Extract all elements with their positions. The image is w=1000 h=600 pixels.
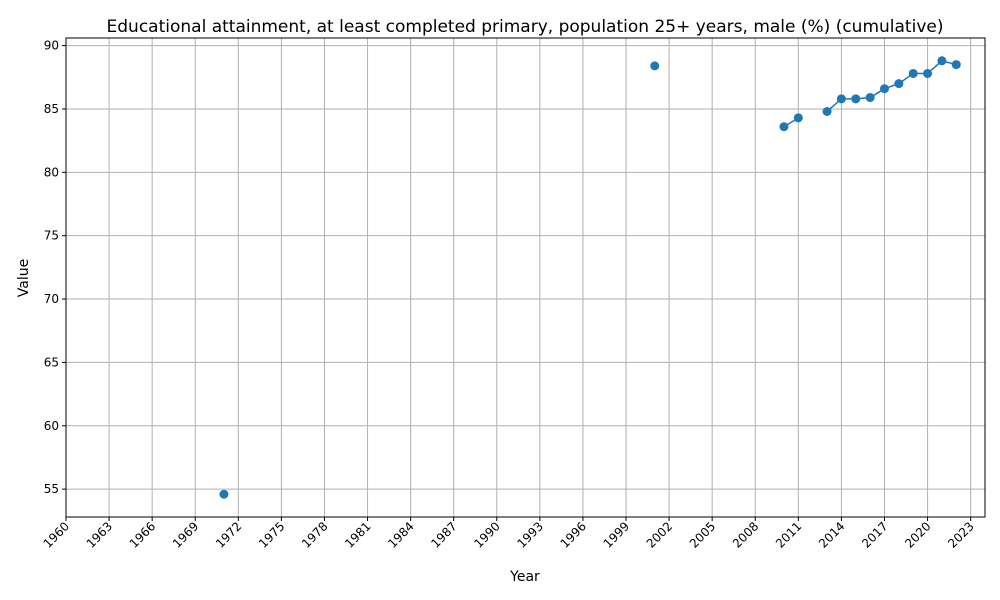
x-tick-label: 2002 [644, 519, 675, 550]
x-tick-label: 2005 [687, 519, 718, 550]
x-tick-label: 1966 [127, 519, 158, 550]
data-point [650, 61, 660, 71]
series-layer [219, 56, 961, 499]
data-point [793, 113, 803, 123]
x-axis-title: Year [509, 569, 540, 585]
x-tick-label: 1984 [385, 519, 416, 550]
grid [65, 38, 985, 517]
data-point [822, 106, 832, 116]
x-tick-label: 1999 [601, 519, 632, 550]
data-point [865, 93, 875, 103]
data-point [894, 79, 904, 89]
data-point [923, 68, 933, 78]
x-tick-label: 1987 [428, 519, 459, 550]
y-tick-label: 85 [44, 102, 59, 116]
y-tick-label: 65 [44, 355, 59, 369]
data-point [219, 489, 229, 499]
x-tick-label: 2011 [773, 519, 804, 550]
y-tick-label: 60 [44, 419, 59, 433]
x-tick-label: 2017 [859, 519, 890, 550]
y-tick-label: 90 [44, 39, 59, 53]
data-point [836, 94, 846, 104]
data-point [937, 56, 947, 66]
x-tick-label: 1963 [84, 519, 115, 550]
x-tick-label: 1981 [342, 519, 373, 550]
data-point [908, 68, 918, 78]
chart-title: Educational attainment, at least complet… [107, 17, 944, 37]
y-tick-label: 80 [44, 165, 59, 179]
x-tick-label: 1996 [558, 519, 589, 550]
y-axis-ticks: 55 60 65 70 75 80 85 90 [44, 39, 66, 496]
x-tick-label: 1990 [471, 519, 502, 550]
data-point [851, 94, 861, 104]
y-tick-label: 55 [44, 482, 59, 496]
y-tick-label: 70 [44, 292, 59, 306]
data-point [879, 84, 889, 94]
x-tick-label: 2008 [730, 519, 761, 550]
y-tick-label: 75 [44, 229, 59, 243]
data-point [951, 60, 961, 70]
plot-frame [65, 37, 986, 518]
y-axis-title: Value [16, 259, 32, 297]
x-tick-label: 2020 [902, 519, 933, 550]
x-tick-label: 1975 [256, 519, 287, 550]
x-tick-label: 1978 [299, 519, 330, 550]
x-tick-label: 2014 [816, 519, 847, 550]
x-tick-label: 1993 [514, 519, 545, 550]
x-axis-ticks: 1960 1963 1966 1969 1972 1975 1978 1981 1984 1987… [41, 517, 977, 551]
x-tick-label: 2023 [945, 519, 976, 550]
x-tick-label: 1969 [170, 519, 201, 550]
x-tick-label: 1960 [41, 519, 72, 550]
data-point [779, 122, 789, 132]
x-tick-label: 1972 [213, 519, 244, 550]
axes [65, 37, 986, 518]
